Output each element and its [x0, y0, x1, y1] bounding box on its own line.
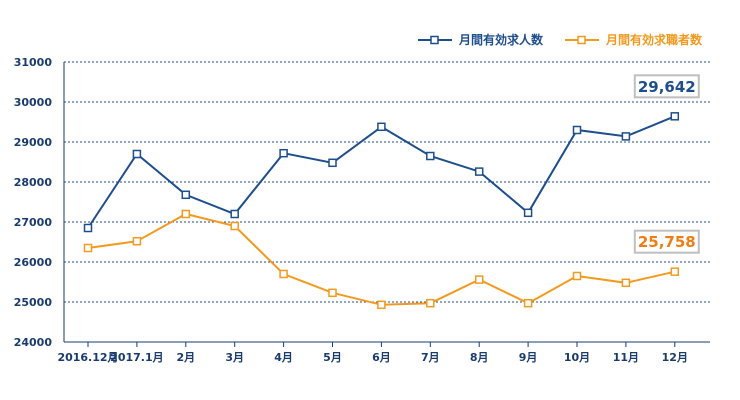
data-point [523, 208, 533, 218]
series-0 [83, 112, 680, 233]
legend-label-0: 月間有効求人数 [458, 32, 544, 47]
data-point [279, 148, 288, 158]
y-tick-label: 28000 [14, 176, 53, 189]
x-tick-label: 4月 [274, 351, 293, 364]
callout-box [633, 229, 700, 254]
data-point [181, 190, 191, 200]
series-1 [83, 209, 680, 310]
data-point [181, 209, 191, 219]
data-point [377, 122, 386, 132]
data-point [230, 209, 239, 219]
data-point [523, 298, 533, 308]
x-tick-label: 2016.12月 [57, 351, 118, 364]
callout-value: 29,642 [638, 78, 696, 96]
data-point [279, 269, 288, 279]
y-tick-label: 25000 [14, 296, 53, 309]
data-point [474, 167, 484, 176]
y-tick-label: 27000 [14, 216, 53, 229]
x-tick-label: 10月 [564, 351, 590, 364]
data-point [572, 125, 582, 135]
callout-value: 25,758 [638, 233, 696, 251]
y-tick-label: 26000 [14, 256, 53, 269]
data-point [426, 151, 435, 161]
legend-label-1: 月間有効求職者数 [605, 32, 703, 47]
legend-marker-1 [577, 35, 586, 45]
x-tick-label: 12月 [662, 351, 688, 364]
callouts: 29,642 25,758 [633, 74, 700, 254]
x-tick-label: 2017.1月 [110, 351, 163, 364]
data-point [426, 298, 435, 308]
data-point [132, 236, 142, 246]
y-tick-label: 30000 [14, 96, 53, 109]
data-point [474, 275, 484, 284]
series-line [87, 212, 676, 306]
x-tick-label: 3月 [225, 351, 244, 364]
y-tick-label: 29000 [14, 136, 53, 149]
x-tick-label: 8月 [470, 351, 489, 364]
legend-marker-0 [430, 35, 439, 45]
data-point [132, 149, 142, 159]
legend-item-0: 月間有効求人数 [418, 32, 544, 47]
series-line [87, 115, 676, 229]
callout-1: 25,758 [633, 229, 700, 254]
data-point [670, 267, 680, 276]
data-point [377, 300, 386, 310]
data-point [621, 132, 631, 141]
grid-lines [64, 61, 710, 303]
data-point [83, 243, 93, 253]
data-point [572, 271, 582, 281]
data-point [83, 223, 93, 233]
callout-0: 29,642 [633, 74, 700, 99]
data-point [670, 112, 680, 121]
legend: 月間有効求人数 月間有効求職者数 [418, 32, 703, 47]
x-tick-label: 2月 [176, 351, 195, 364]
data-point [621, 278, 631, 288]
y-tick-label: 31000 [14, 56, 53, 69]
y-tick-labels: 24000 25000 26000 27000 28000 29000 30000 31000 [14, 56, 53, 349]
x-tick-label: 9月 [519, 351, 538, 364]
series-layer [83, 112, 680, 310]
y-tick-label: 24000 [14, 336, 53, 349]
callout-box [633, 74, 700, 99]
legend-item-1: 月間有効求職者数 [565, 32, 703, 47]
data-point [328, 288, 337, 298]
data-point [328, 158, 337, 168]
x-tick-label: 6月 [372, 351, 391, 364]
x-tick-label: 5月 [323, 351, 342, 364]
data-point [230, 221, 239, 231]
x-tick-label: 11月 [613, 351, 639, 364]
x-tick-label: 7月 [421, 351, 440, 364]
